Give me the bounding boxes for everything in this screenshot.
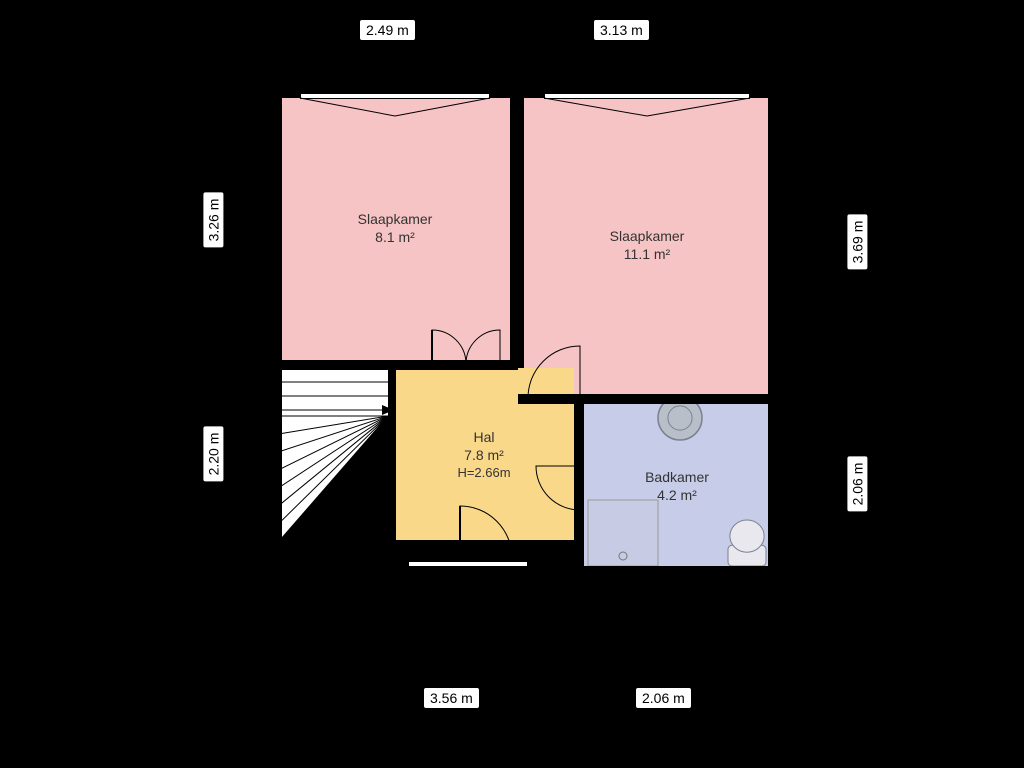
door-arcs: [0, 0, 1024, 768]
